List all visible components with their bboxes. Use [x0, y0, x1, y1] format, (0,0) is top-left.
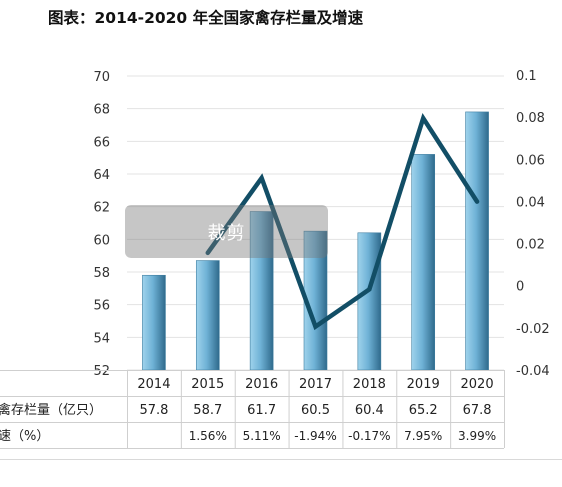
- data-label-inventory: 57.8: [139, 403, 168, 418]
- y-right-tick-label: 0: [516, 280, 524, 295]
- growth-line: [205, 112, 480, 331]
- y-left-tick-label: 58: [93, 266, 110, 281]
- y-right-tick-label: 0.06: [516, 153, 545, 168]
- y-left-tick-label: 62: [93, 201, 110, 216]
- y-right-tick-label: -0.02: [516, 322, 550, 337]
- x-tick-label: 2018: [353, 377, 386, 392]
- y-right-tick-label: 0.02: [516, 238, 545, 253]
- x-tick-label: 2017: [299, 377, 332, 392]
- data-label-inventory: 60.4: [355, 403, 384, 418]
- data-label-inventory: 58.7: [193, 403, 222, 418]
- x-tick-label: 2016: [245, 377, 278, 392]
- row-label-inventory: 禽存栏量（亿只）: [0, 402, 102, 418]
- bar-2019: [411, 154, 436, 371]
- y-left-tick-label: 56: [93, 299, 110, 314]
- bar-2020: [465, 111, 489, 371]
- y-right-tick-label: 0.1: [516, 69, 537, 84]
- bottom-divider: [0, 459, 562, 460]
- y-left-tick-label: 54: [93, 331, 110, 346]
- data-label-growth: 1.56%: [189, 429, 227, 443]
- data-label-growth: 5.11%: [243, 429, 281, 443]
- row-label-growth: 速（%）: [0, 429, 49, 444]
- x-tick-label: 2019: [407, 377, 440, 392]
- bar-2014: [142, 274, 166, 371]
- data-label-inventory: 60.5: [301, 403, 330, 418]
- data-label-inventory: 67.8: [463, 403, 492, 418]
- y-left-tick-label: 60: [93, 233, 110, 248]
- x-tick-label: 2015: [191, 377, 224, 392]
- y-left-tick-label: 68: [93, 103, 110, 118]
- y-left-tick-label: 70: [93, 70, 110, 85]
- data-label-growth: 3.99%: [458, 429, 496, 443]
- data-label-inventory: 65.2: [409, 403, 438, 418]
- crop-overlay[interactable]: 裁剪: [125, 205, 328, 258]
- data-label-growth: -0.17%: [348, 429, 390, 443]
- x-tick-label: 2014: [137, 377, 170, 392]
- data-label-inventory: 61.7: [247, 403, 276, 418]
- x-tick-label: 2020: [461, 377, 494, 392]
- data-label-growth: -1.94%: [294, 429, 336, 443]
- bar-2018: [357, 232, 382, 371]
- y-left-tick-label: 66: [93, 135, 110, 150]
- data-label-growth: 7.95%: [404, 429, 442, 443]
- chart-title: 图表：2014-2020 年全国家禽存栏量及增速: [48, 9, 364, 27]
- y-left-tick-label: 52: [93, 364, 110, 379]
- y-right-tick-label: 0.08: [516, 111, 545, 126]
- y-right-tick-label: 0.04: [516, 195, 545, 210]
- y-left-tick-label: 64: [93, 168, 110, 183]
- crop-overlay-label: 裁剪: [207, 222, 246, 244]
- bar-2015: [195, 260, 220, 371]
- y-right-tick-label: -0.04: [516, 364, 550, 379]
